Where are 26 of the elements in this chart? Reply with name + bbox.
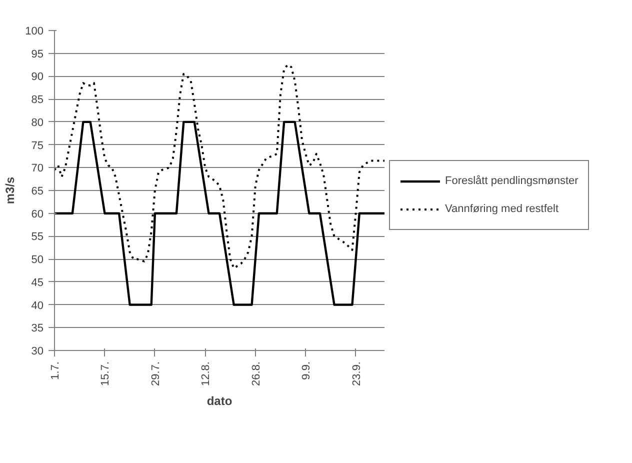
- y-tick-label: 65: [31, 186, 44, 198]
- y-tick-label: 100: [25, 26, 44, 38]
- x-tick-label: 1.7.: [50, 361, 62, 380]
- y-tick-label: 75: [31, 140, 44, 152]
- y-tick-label: 55: [31, 231, 44, 244]
- y-tick-label: 60: [31, 208, 44, 220]
- y-tick-label: 85: [31, 94, 44, 106]
- y-tick-label: 80: [31, 116, 44, 129]
- y-tick-label: 30: [31, 346, 44, 358]
- y-tick-label: 50: [31, 254, 44, 266]
- y-tick-label: 45: [31, 276, 44, 289]
- y-tick-label: 95: [31, 48, 44, 60]
- x-tick-label: 23.9.: [350, 361, 363, 386]
- y-tick-label: 90: [31, 71, 44, 84]
- x-tick-label: 29.7.: [150, 361, 162, 386]
- x-tick-label: 9.9.: [300, 361, 313, 380]
- legend-label: Vannføring med restfelt: [445, 203, 559, 215]
- legend-label: Foreslått pendlingsmønster: [445, 175, 578, 187]
- y-tick-label: 40: [31, 300, 44, 312]
- x-tick-label: 12.8.: [200, 361, 212, 386]
- y-tick-label: 35: [31, 322, 44, 335]
- y-axis-title: m3/s: [3, 176, 18, 204]
- x-axis-title: dato: [206, 394, 232, 408]
- x-tick-label: 26.8.: [250, 361, 262, 386]
- y-tick-label: 70: [31, 162, 44, 175]
- x-tick-label: 15.7.: [100, 361, 112, 386]
